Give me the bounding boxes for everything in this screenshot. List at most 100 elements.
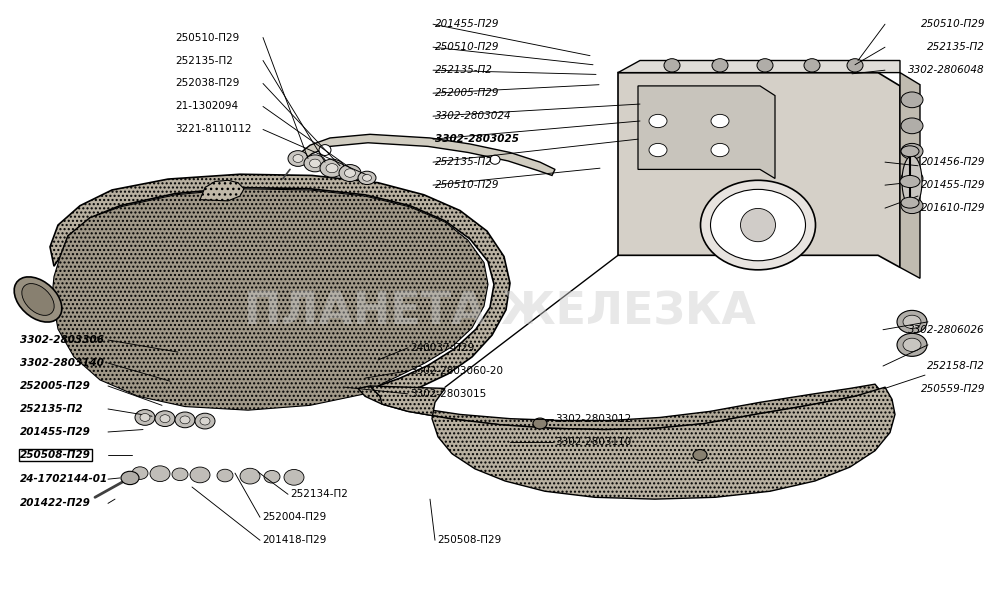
Text: 252038-П29: 252038-П29: [175, 79, 239, 88]
Ellipse shape: [319, 145, 331, 155]
Ellipse shape: [804, 59, 820, 72]
Ellipse shape: [649, 114, 667, 128]
Polygon shape: [295, 134, 555, 175]
Polygon shape: [50, 174, 510, 396]
Ellipse shape: [310, 159, 320, 168]
Ellipse shape: [180, 416, 190, 423]
Ellipse shape: [362, 175, 372, 182]
Ellipse shape: [901, 143, 923, 159]
Text: 250510-П29: 250510-П29: [435, 180, 500, 190]
Ellipse shape: [320, 159, 344, 177]
Ellipse shape: [711, 143, 729, 157]
Ellipse shape: [901, 92, 923, 108]
Text: 3302-2803060-20: 3302-2803060-20: [410, 366, 503, 376]
Ellipse shape: [132, 467, 148, 479]
Text: 252135-П2: 252135-П2: [20, 404, 84, 414]
Text: 252004-П29: 252004-П29: [262, 512, 326, 522]
Ellipse shape: [847, 59, 863, 72]
Ellipse shape: [897, 310, 927, 333]
Ellipse shape: [140, 414, 150, 421]
Ellipse shape: [711, 114, 729, 128]
Text: 21-1302094: 21-1302094: [175, 102, 238, 111]
Text: 24-1702144-01: 24-1702144-01: [20, 474, 108, 484]
Text: 3302-2803306: 3302-2803306: [20, 335, 104, 345]
Text: 3302-2806048: 3302-2806048: [908, 65, 985, 75]
Ellipse shape: [284, 469, 304, 485]
Text: 201455-П29: 201455-П29: [920, 180, 985, 190]
Ellipse shape: [195, 413, 215, 429]
Ellipse shape: [903, 315, 921, 329]
Text: 252005-П29: 252005-П29: [20, 381, 91, 391]
Text: 3221-8110112: 3221-8110112: [175, 125, 252, 134]
Ellipse shape: [901, 171, 923, 186]
Ellipse shape: [326, 163, 338, 173]
Ellipse shape: [358, 171, 376, 185]
Text: 250508-П29: 250508-П29: [437, 535, 501, 545]
Ellipse shape: [901, 197, 919, 208]
Ellipse shape: [240, 468, 260, 484]
Text: ПЛАНЕТА ЖЕЛЕЗКА: ПЛАНЕТА ЖЕЛЕЗКА: [244, 290, 756, 333]
Text: 252135-П2: 252135-П2: [435, 65, 493, 75]
Ellipse shape: [22, 284, 54, 315]
Ellipse shape: [175, 412, 195, 428]
Text: 3302-2803015: 3302-2803015: [410, 389, 486, 399]
Text: 201610-П29: 201610-П29: [920, 203, 985, 213]
Ellipse shape: [901, 146, 919, 157]
Text: 250508-П29: 250508-П29: [20, 450, 91, 460]
Text: 201455-П29: 201455-П29: [435, 19, 500, 29]
Ellipse shape: [172, 468, 188, 480]
Ellipse shape: [293, 154, 303, 162]
Ellipse shape: [150, 466, 170, 482]
Text: 3302-2803024: 3302-2803024: [435, 111, 512, 121]
Ellipse shape: [901, 198, 923, 214]
Text: 252135-П2: 252135-П2: [435, 157, 493, 167]
Ellipse shape: [902, 156, 922, 207]
Polygon shape: [358, 384, 880, 430]
Ellipse shape: [740, 208, 776, 241]
Ellipse shape: [121, 471, 139, 485]
Text: 201418-П29: 201418-П29: [262, 535, 326, 545]
Text: 250510-П29: 250510-П29: [920, 19, 985, 29]
Ellipse shape: [901, 118, 923, 134]
Ellipse shape: [155, 411, 175, 427]
Polygon shape: [52, 189, 488, 410]
Ellipse shape: [135, 410, 155, 425]
Text: 250559-П29: 250559-П29: [920, 384, 985, 394]
Ellipse shape: [14, 277, 62, 322]
Text: 3302-2806026: 3302-2806026: [908, 325, 985, 335]
Ellipse shape: [693, 450, 707, 460]
Text: 240037-П29: 240037-П29: [410, 343, 474, 353]
Ellipse shape: [712, 59, 728, 72]
Text: 252005-П29: 252005-П29: [435, 88, 500, 98]
Ellipse shape: [897, 333, 927, 356]
Ellipse shape: [339, 165, 361, 181]
Text: 250510-П29: 250510-П29: [175, 33, 239, 42]
Polygon shape: [370, 386, 895, 499]
Polygon shape: [618, 73, 900, 267]
Ellipse shape: [200, 417, 210, 425]
Ellipse shape: [344, 169, 356, 177]
Ellipse shape: [264, 471, 280, 483]
Ellipse shape: [757, 59, 773, 72]
Ellipse shape: [190, 467, 210, 483]
Text: 3302-2803012: 3302-2803012: [555, 414, 631, 424]
Ellipse shape: [288, 151, 308, 166]
Ellipse shape: [304, 155, 326, 172]
Polygon shape: [900, 73, 920, 278]
Ellipse shape: [903, 338, 921, 352]
Ellipse shape: [649, 143, 667, 157]
Text: 252134-П2: 252134-П2: [290, 489, 348, 499]
Ellipse shape: [710, 189, 806, 261]
Ellipse shape: [533, 418, 547, 429]
Text: 3302-2803025: 3302-2803025: [435, 134, 519, 144]
Ellipse shape: [900, 175, 920, 188]
Text: 252135-П2: 252135-П2: [927, 42, 985, 52]
Ellipse shape: [700, 180, 816, 270]
Text: 201455-П29: 201455-П29: [20, 427, 91, 437]
Ellipse shape: [490, 155, 500, 165]
Polygon shape: [200, 180, 244, 201]
Polygon shape: [618, 60, 900, 73]
Text: 252135-П2: 252135-П2: [175, 56, 233, 65]
Ellipse shape: [664, 59, 680, 72]
Text: 201422-П29: 201422-П29: [20, 499, 91, 508]
